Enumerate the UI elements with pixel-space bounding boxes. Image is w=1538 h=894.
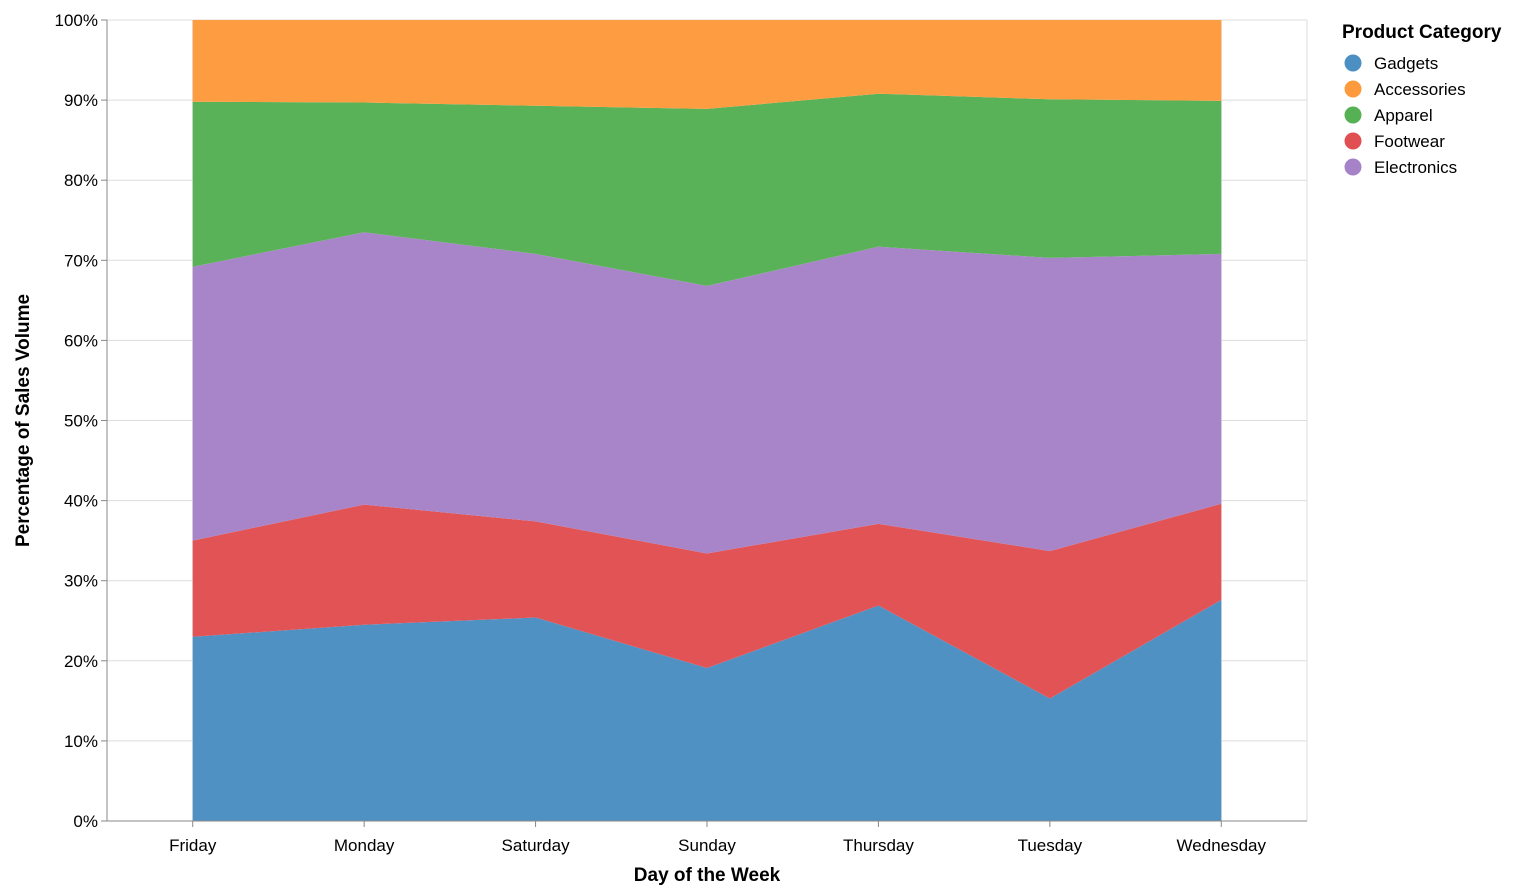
area-footwear bbox=[192, 503, 1222, 699]
x-tick-label: Wednesday bbox=[1177, 836, 1267, 855]
area-accessories bbox=[192, 20, 1222, 109]
y-tick-label: 100% bbox=[55, 11, 98, 30]
y-axis-title: Percentage of Sales Volume bbox=[13, 294, 34, 547]
legend-label-apparel: Apparel bbox=[1374, 106, 1433, 125]
y-tick-label: 0% bbox=[73, 812, 98, 831]
area-apparel bbox=[192, 93, 1222, 286]
axes: 0% 10% 20% 30% 40% 50% 60% 70% 80% 90% 100% Friday M… bbox=[55, 11, 1307, 855]
legend-swatch-electronics bbox=[1344, 158, 1362, 176]
area-electronics bbox=[192, 232, 1222, 554]
x-tick-label: Thursday bbox=[843, 836, 914, 855]
y-tick-label: 20% bbox=[64, 652, 98, 671]
legend-swatch-accessories bbox=[1344, 80, 1362, 98]
y-tick-label: 30% bbox=[64, 572, 98, 591]
legend-swatch-footwear bbox=[1344, 132, 1362, 150]
x-tick-label: Tuesday bbox=[1018, 836, 1083, 855]
legend-label-gadgets: Gadgets bbox=[1374, 54, 1438, 73]
legend-swatch-gadgets bbox=[1344, 54, 1362, 72]
x-tick-label: Friday bbox=[169, 836, 217, 855]
y-tick-label: 10% bbox=[64, 732, 98, 751]
y-tick-label: 60% bbox=[64, 331, 98, 350]
legend: Product Category Gadgets Accessories Appar… bbox=[1342, 22, 1502, 177]
legend-label-accessories: Accessories bbox=[1374, 80, 1466, 99]
x-tick-label: Saturday bbox=[502, 836, 571, 855]
x-tick-label: Sunday bbox=[678, 836, 736, 855]
y-tick-label: 70% bbox=[64, 251, 98, 270]
legend-label-electronics: Electronics bbox=[1374, 158, 1457, 177]
legend-title: Product Category bbox=[1342, 22, 1502, 43]
area-gadgets bbox=[192, 599, 1222, 821]
legend-swatch-apparel bbox=[1344, 106, 1362, 124]
x-axis-title: Day of the Week bbox=[634, 865, 781, 886]
area-series bbox=[192, 20, 1222, 821]
y-tick-label: 90% bbox=[64, 91, 98, 110]
x-tick-label: Monday bbox=[334, 836, 395, 855]
y-tick-label: 80% bbox=[64, 171, 98, 190]
y-tick-label: 50% bbox=[64, 412, 98, 431]
legend-label-footwear: Footwear bbox=[1374, 132, 1445, 151]
y-tick-label: 40% bbox=[64, 492, 98, 511]
